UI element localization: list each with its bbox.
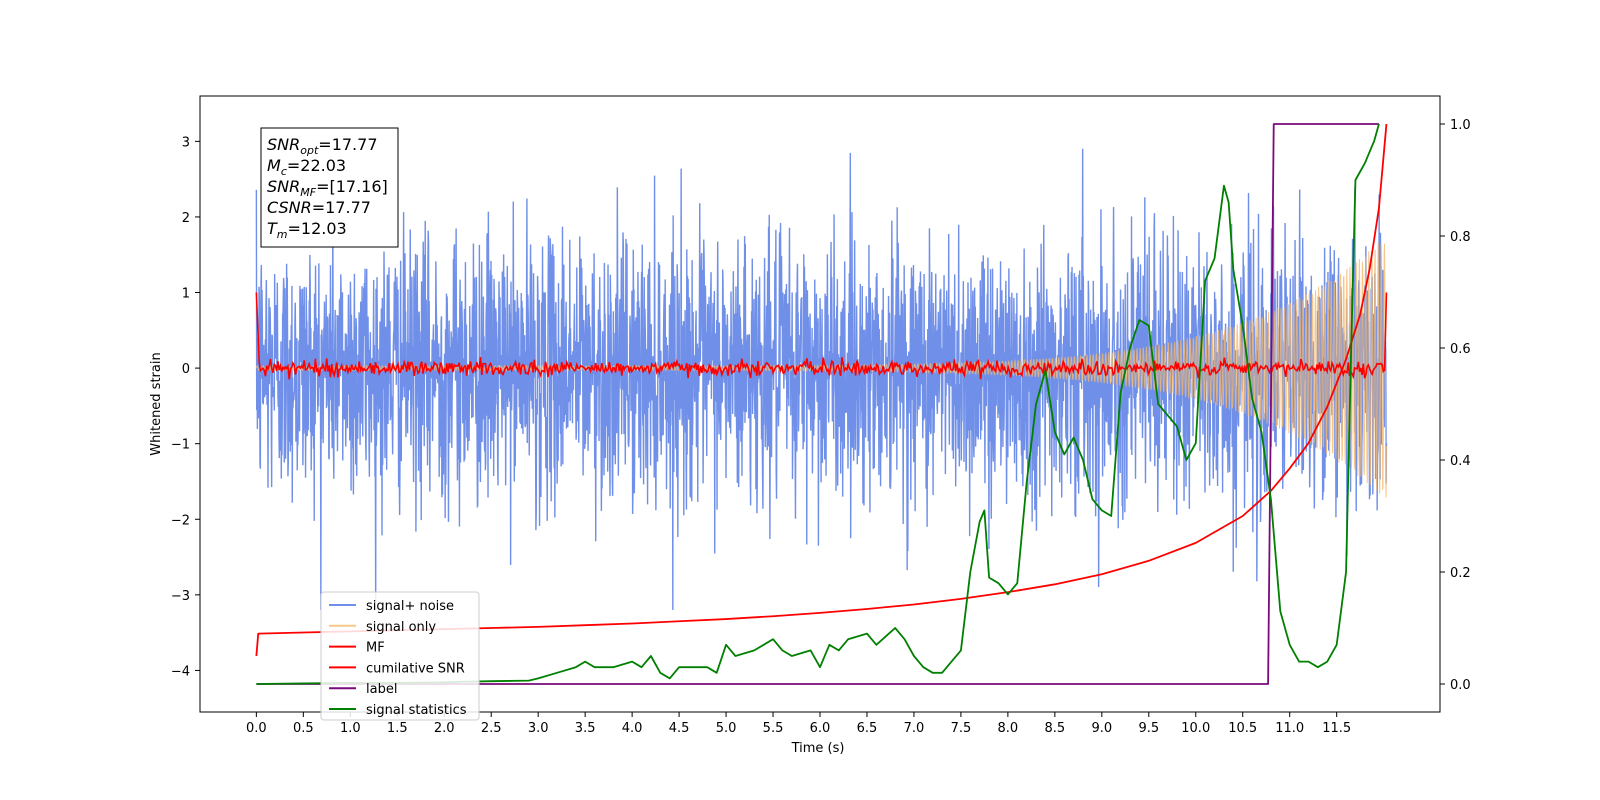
y-axis-right: 0.0 0.2 0.4 0.6 0.8 1.0 — [1440, 118, 1471, 693]
x-tick-label: 7.0 — [904, 721, 925, 736]
x-tick-label: 8.5 — [1045, 721, 1066, 736]
annotation-snr-opt: SNRopt=17.77 — [267, 135, 378, 157]
y-tick-label: −2 — [171, 513, 190, 528]
legend-label-cumilative-snr: cumilative SNR — [366, 661, 465, 676]
annotation-chirp-mass: Mc=22.03 — [267, 156, 346, 178]
x-tick-label: 4.0 — [622, 721, 643, 736]
annotation-merger-time: Tm=12.03 — [267, 219, 347, 241]
y2-tick-label: 0.0 — [1450, 678, 1471, 693]
y-tick-label: −3 — [171, 589, 190, 604]
y2-tick-label: 0.8 — [1450, 230, 1471, 245]
x-tick-label: 6.0 — [810, 721, 831, 736]
y2-tick-label: 0.4 — [1450, 454, 1471, 469]
y-axis-left: −4 −3 −2 −1 0 1 2 3 — [171, 135, 200, 679]
x-tick-label: 0.0 — [246, 721, 267, 736]
x-tick-label: 2.0 — [434, 721, 455, 736]
x-tick-label: 6.5 — [857, 721, 878, 736]
x-tick-label: 10.0 — [1181, 721, 1210, 736]
y-tick-label: −1 — [171, 438, 190, 453]
x-tick-label: 3.5 — [575, 721, 596, 736]
legend-label-signal-statistics: signal statistics — [366, 703, 467, 718]
y-tick-label: −4 — [171, 664, 190, 679]
x-tick-label: 9.5 — [1138, 721, 1159, 736]
annotation-frame — [260, 127, 399, 248]
series-mf — [255, 292, 1388, 380]
x-tick-label: 9.0 — [1091, 721, 1112, 736]
x-tick-label: 0.5 — [293, 721, 314, 736]
legend: signal+ noise signal only MF cumilative SNR… — [320, 591, 480, 721]
legend-label-signal-only: signal only — [366, 620, 436, 635]
x-tick-label: 11.0 — [1275, 721, 1304, 736]
y-axis-label: Whitened strain — [149, 352, 164, 455]
y-tick-label: 0 — [182, 362, 190, 377]
y-tick-label: 2 — [182, 211, 190, 226]
series-label — [256, 123, 1379, 685]
series-signal-statistics — [256, 123, 1380, 685]
x-tick-label: 1.0 — [340, 721, 361, 736]
y2-tick-label: 0.6 — [1450, 342, 1471, 357]
y-tick-label: 1 — [182, 287, 190, 302]
x-axis-label: Time (s) — [791, 741, 845, 756]
legend-frame — [320, 591, 480, 721]
legend-label-signal-noise: signal+ noise — [366, 599, 454, 614]
annotation-snr-mf: SNRMF=[17.16] — [267, 177, 388, 199]
x-tick-label: 10.5 — [1228, 721, 1257, 736]
x-tick-label: 5.5 — [763, 721, 784, 736]
y2-tick-label: 1.0 — [1450, 118, 1471, 133]
x-tick-label: 3.0 — [528, 721, 549, 736]
legend-label-mf: MF — [366, 641, 385, 656]
x-tick-label: 2.5 — [481, 721, 502, 736]
x-tick-label: 8.0 — [998, 721, 1019, 736]
x-tick-label: 7.5 — [951, 721, 972, 736]
y-tick-label: 3 — [182, 135, 190, 150]
x-tick-label: 1.5 — [387, 721, 408, 736]
x-tick-label: 4.5 — [669, 721, 690, 736]
x-axis: 0.0 0.5 1.0 1.5 2.0 2.5 3.0 3.5 4.0 4.5 5.0 5.5 6.0 6… — [246, 712, 1351, 736]
stats-annotation-box: SNRopt=17.77Mc=22.03SNRMF=[17.16]CSNR=17… — [260, 127, 399, 248]
x-tick-label: 11.5 — [1322, 721, 1351, 736]
annotation-csnr: CSNR=17.77 — [267, 198, 371, 217]
legend-label-label: label — [366, 682, 397, 697]
x-tick-label: 5.0 — [716, 721, 737, 736]
y2-tick-label: 0.2 — [1450, 566, 1471, 581]
